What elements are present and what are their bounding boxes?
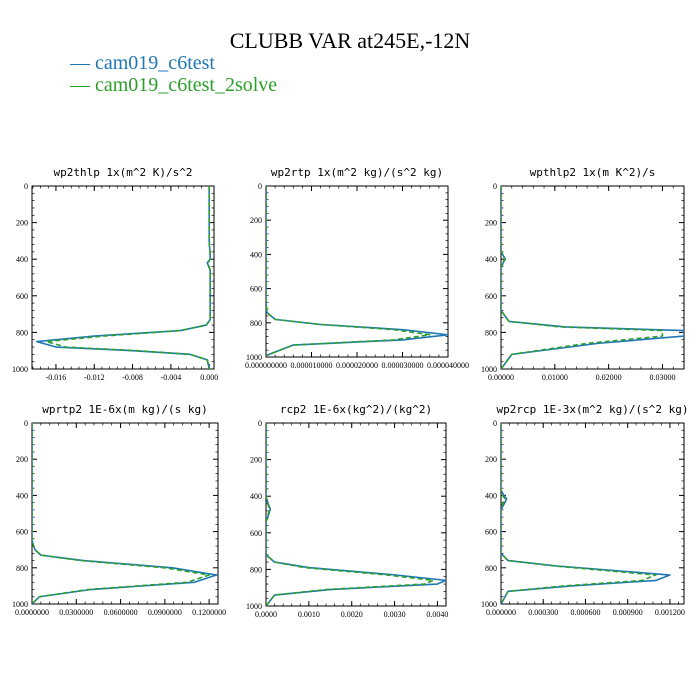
y-tick-label: 400: [16, 255, 28, 264]
x-tick-label: 0.02000: [596, 373, 622, 382]
subplot-title: wprtp2 1E-6x(m kg)/(s kg): [42, 403, 208, 416]
series-line-c6test: [501, 186, 684, 369]
y-tick-label: 0: [24, 182, 28, 191]
subplot-1: wp2thlp 1x(m^2 K)/s^2 0 200 400 600 800 1000 -0…: [12, 166, 218, 382]
y-tick-label: 800: [16, 328, 28, 337]
plot-frame: [31, 422, 219, 605]
x-tick-label: 0.0020: [341, 610, 363, 619]
y-tick-label: 400: [485, 491, 497, 500]
series-line-c6test-2solve: [45, 186, 211, 369]
y-tick-label: 600: [485, 292, 497, 301]
y-tick-label: 1000: [12, 365, 28, 374]
y-tick-label: 800: [485, 564, 497, 573]
y-tick-label: 600: [16, 528, 28, 537]
plot-frame: [500, 185, 685, 370]
x-tick-label: 0.000600: [570, 608, 600, 617]
subplot-2: wp2rtp 1x(m^2 kg)/(s^2 kg) 0 200 400 600 800 1…: [245, 166, 469, 370]
x-tick-label: 0.0030: [384, 610, 406, 619]
figure-title: CLUBB VAR at245E,-12N: [229, 28, 471, 53]
y-tick-label: 0: [493, 182, 497, 191]
y-tick-label: 200: [250, 216, 262, 225]
x-tick-label: 0.000030000: [382, 361, 424, 370]
y-tick-label: 400: [250, 492, 262, 501]
x-tick-label: 0.0000: [255, 610, 277, 619]
series-line-c6test-2solve: [266, 186, 431, 357]
y-tick-label: 600: [485, 528, 497, 537]
subplot-title: wp2thlp 1x(m^2 K)/s^2: [53, 166, 192, 179]
y-tick-label: 1000: [246, 353, 262, 362]
y-tick-label: 1000: [481, 365, 497, 374]
y-tick-label: 800: [250, 565, 262, 574]
x-tick-label: 0.1200000: [192, 608, 226, 617]
subplot-4: wprtp2 1E-6x(m kg)/(s kg) 0 200 400 600 800 10…: [12, 403, 226, 617]
x-tick-label: 0.0010: [298, 610, 320, 619]
y-tick-label: 600: [250, 529, 262, 538]
y-tick-label: 800: [250, 319, 262, 328]
y-tick-label: 800: [16, 564, 28, 573]
y-tick-label: 0: [258, 419, 262, 428]
y-tick-label: 400: [250, 250, 262, 259]
plot-frame: [31, 185, 215, 370]
x-tick-label: 0.0900000: [148, 608, 182, 617]
y-tick-label: 200: [250, 456, 262, 465]
legend-entry-c6test: — cam019_c6test: [70, 52, 215, 74]
x-tick-label: 0.000040000: [427, 361, 469, 370]
series-line-c6test: [266, 186, 448, 357]
x-tick-label: -0.012: [84, 373, 105, 382]
y-tick-label: 800: [485, 328, 497, 337]
x-tick-label: 0.03000: [649, 373, 675, 382]
subplot-5: rcp2 1E-6x(kg^2)/(kg^2) 0 200 400 600 800 1000…: [246, 403, 448, 619]
series-line-c6test-2solve: [266, 423, 434, 606]
x-tick-label: 0.000900: [613, 608, 643, 617]
x-tick-label: -0.004: [161, 373, 182, 382]
series-line-c6test-2solve: [32, 423, 210, 604]
x-tick-label: 0.0000000: [15, 608, 49, 617]
subplot-title: rcp2 1E-6x(kg^2)/(kg^2): [280, 403, 432, 416]
x-tick-label: 0.000300: [528, 608, 558, 617]
x-tick-label: 0.000: [200, 373, 218, 382]
y-tick-label: 0: [24, 419, 28, 428]
x-tick-label: 0.000020000: [336, 361, 378, 370]
x-tick-label: 0.001200: [655, 608, 685, 617]
y-tick-label: 1000: [246, 602, 262, 611]
y-tick-label: 200: [485, 219, 497, 228]
x-tick-label: 0.000000000: [245, 361, 287, 370]
y-tick-label: 400: [16, 491, 28, 500]
y-tick-label: 200: [16, 455, 28, 464]
plot-frame: [265, 422, 447, 607]
subplot-title: wp2rtp 1x(m^2 kg)/(s^2 kg): [271, 166, 443, 179]
x-tick-label: 0.00000: [488, 373, 514, 382]
y-tick-label: 0: [258, 182, 262, 191]
y-tick-label: 200: [485, 455, 497, 464]
y-tick-label: 600: [250, 285, 262, 294]
y-tick-label: 0: [493, 419, 497, 428]
x-tick-label: 0.01000: [542, 373, 568, 382]
series-line-c6test: [32, 423, 218, 604]
subplot-6: wp2rcp 1E-3x(m^2 kg)/(s^2 kg) 0 200 400 600 8…: [481, 403, 689, 617]
x-tick-label: 0.0300000: [59, 608, 93, 617]
x-tick-label: -0.016: [46, 373, 67, 382]
series-line-c6test: [35, 186, 211, 369]
x-tick-label: -0.008: [122, 373, 143, 382]
x-tick-label: 0.000000: [486, 608, 516, 617]
plot-frame: [500, 422, 685, 605]
series-line-c6test-2solve: [501, 423, 657, 604]
x-tick-label: 0.0040: [426, 610, 448, 619]
x-tick-label: 0.0600000: [104, 608, 138, 617]
legend-entry-c6test-2solve: — cam019_c6test_2solve: [70, 74, 278, 96]
subplot-3: wpthlp2 1x(m K^2)/s 0 200 400 600 800 10000.00…: [481, 166, 685, 382]
series-line-c6test: [501, 423, 671, 604]
series-line-c6test-2solve: [501, 186, 664, 369]
x-tick-label: 0.000010000: [291, 361, 333, 370]
subplot-title: wp2rcp 1E-3x(m^2 kg)/(s^2 kg): [496, 403, 688, 416]
y-tick-label: 200: [16, 219, 28, 228]
y-tick-label: 600: [16, 292, 28, 301]
y-tick-label: 1000: [12, 600, 28, 609]
subplot-title: wpthlp2 1x(m K^2)/s: [530, 166, 656, 179]
y-tick-label: 1000: [481, 600, 497, 609]
y-tick-label: 400: [485, 255, 497, 264]
